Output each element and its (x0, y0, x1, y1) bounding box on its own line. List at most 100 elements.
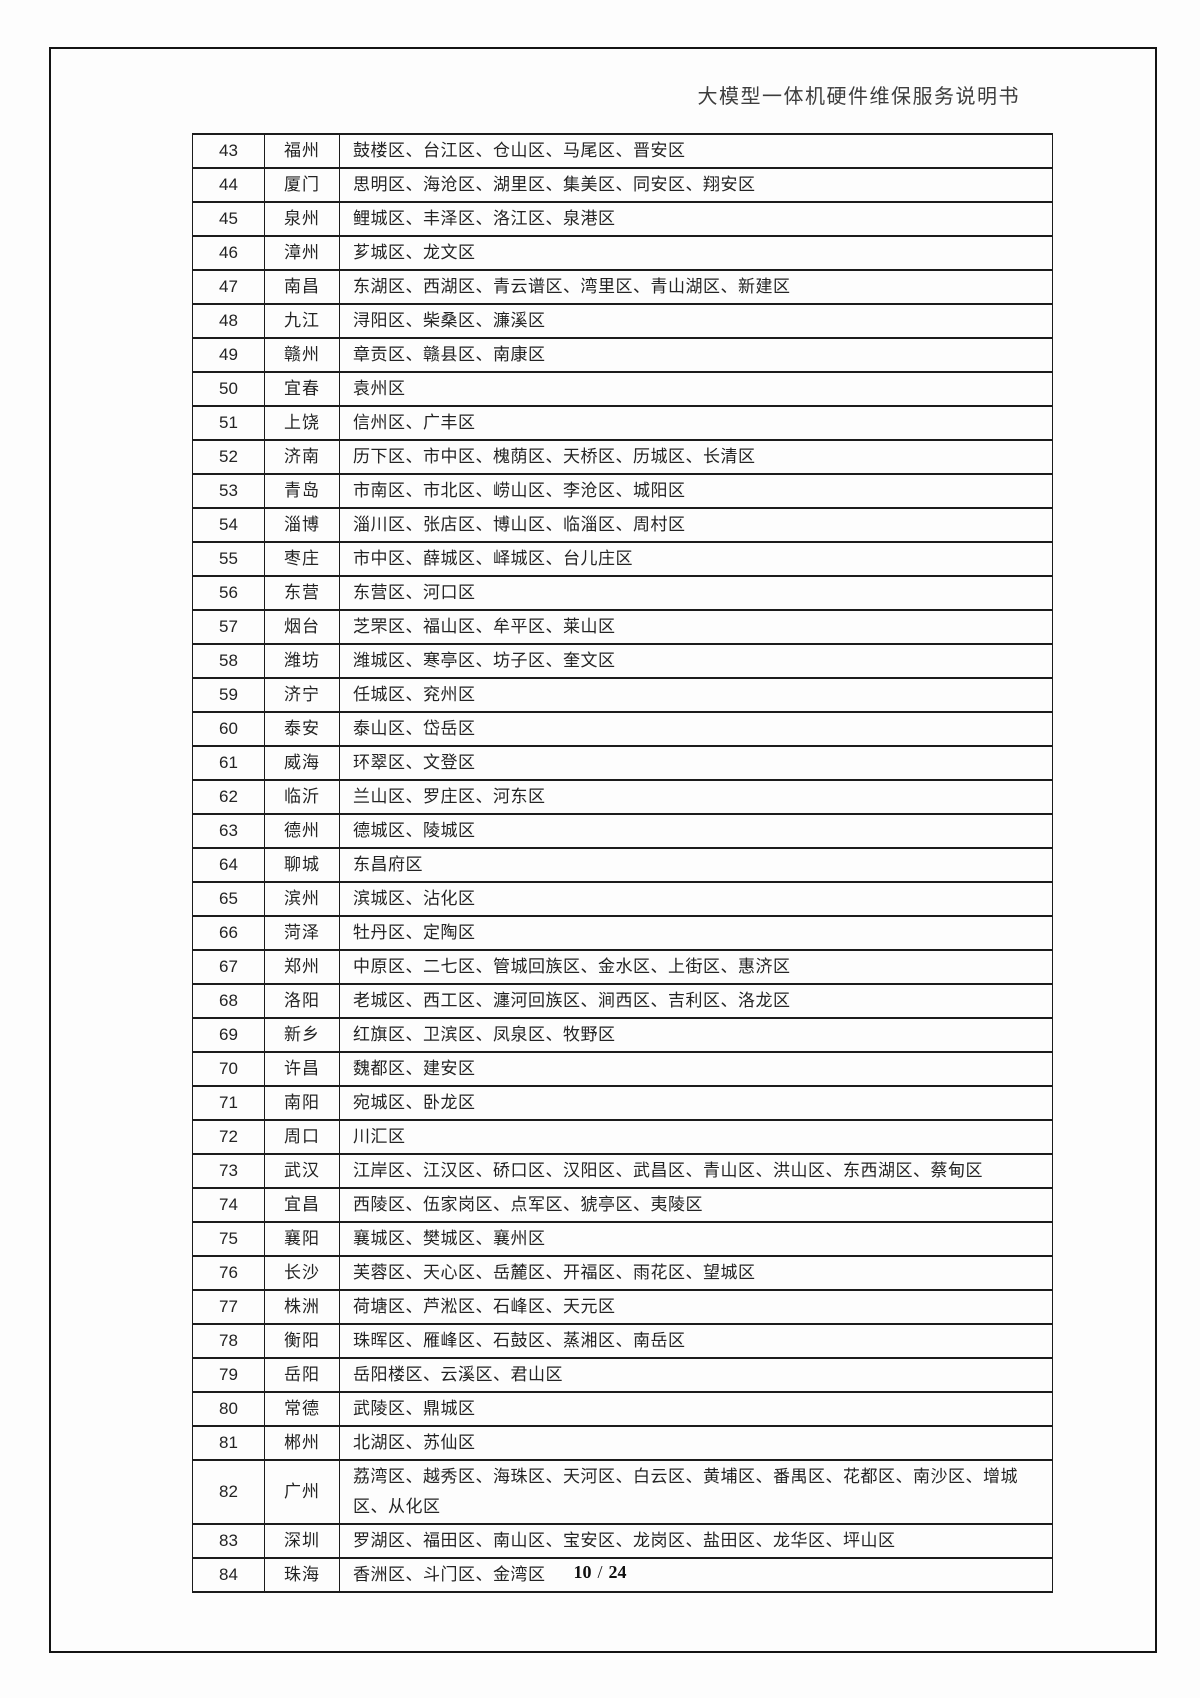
row-number-cell: 63 (192, 813, 265, 849)
city-name-cell: 滨州 (264, 881, 340, 917)
city-name-cell: 泰安 (264, 711, 340, 747)
row-number-cell: 59 (192, 677, 265, 713)
districts-cell: 历下区、市中区、槐荫区、天桥区、历城区、长清区 (339, 439, 1053, 475)
row-number-cell: 44 (192, 167, 265, 203)
districts-cell: 中原区、二七区、管城回族区、金水区、上街区、惠济区 (339, 949, 1053, 985)
row-number-cell: 81 (192, 1425, 265, 1461)
districts-cell: 红旗区、卫滨区、凤泉区、牧野区 (339, 1017, 1053, 1053)
city-name-cell: 淄博 (264, 507, 340, 543)
districts-cell: 鼓楼区、台江区、仓山区、马尾区、晋安区 (339, 133, 1053, 169)
row-number-cell: 71 (192, 1085, 265, 1121)
city-name-cell: 菏泽 (264, 915, 340, 951)
row-number-cell: 48 (192, 303, 265, 339)
page-border-frame (49, 47, 1157, 1653)
table-row: 61 威海 环翠区、文登区 (192, 745, 1053, 781)
districts-cell: 宛城区、卧龙区 (339, 1085, 1053, 1121)
districts-cell: 武陵区、鼎城区 (339, 1391, 1053, 1427)
row-number-cell: 50 (192, 371, 265, 407)
row-number-cell: 79 (192, 1357, 265, 1393)
city-name-cell: 襄阳 (264, 1221, 340, 1257)
city-name-cell: 衡阳 (264, 1323, 340, 1359)
districts-cell: 任城区、兖州区 (339, 677, 1053, 713)
row-number-cell: 66 (192, 915, 265, 951)
districts-cell: 信州区、广丰区 (339, 405, 1053, 441)
table-row: 66 菏泽 牡丹区、定陶区 (192, 915, 1053, 951)
city-name-cell: 济南 (264, 439, 340, 475)
row-number-cell: 51 (192, 405, 265, 441)
districts-cell: 东湖区、西湖区、青云谱区、湾里区、青山湖区、新建区 (339, 269, 1053, 305)
table-row: 53 青岛 市南区、市北区、崂山区、李沧区、城阳区 (192, 473, 1053, 509)
districts-cell: 东昌府区 (339, 847, 1053, 883)
city-name-cell: 威海 (264, 745, 340, 781)
districts-cell: 思明区、海沧区、湖里区、集美区、同安区、翔安区 (339, 167, 1053, 203)
row-number-cell: 45 (192, 201, 265, 237)
table-row: 62 临沂 兰山区、罗庄区、河东区 (192, 779, 1053, 815)
row-number-cell: 67 (192, 949, 265, 985)
city-name-cell: 青岛 (264, 473, 340, 509)
row-number-cell: 73 (192, 1153, 265, 1189)
districts-cell: 襄城区、樊城区、襄州区 (339, 1221, 1053, 1257)
city-name-cell: 洛阳 (264, 983, 340, 1019)
city-name-cell: 郴州 (264, 1425, 340, 1461)
page-number-separator: / (597, 1562, 603, 1582)
city-name-cell: 枣庄 (264, 541, 340, 577)
table-row: 45 泉州 鲤城区、丰泽区、洛江区、泉港区 (192, 201, 1053, 237)
row-number-cell: 78 (192, 1323, 265, 1359)
city-name-cell: 上饶 (264, 405, 340, 441)
city-name-cell: 珠海 (264, 1557, 340, 1593)
city-name-cell: 南阳 (264, 1085, 340, 1121)
table-row: 80 常德 武陵区、鼎城区 (192, 1391, 1053, 1427)
row-number-cell: 83 (192, 1523, 265, 1559)
row-number-cell: 68 (192, 983, 265, 1019)
city-name-cell: 深圳 (264, 1523, 340, 1559)
row-number-cell: 60 (192, 711, 265, 747)
row-number-cell: 54 (192, 507, 265, 543)
table-row: 71 南阳 宛城区、卧龙区 (192, 1085, 1053, 1121)
city-name-cell: 济宁 (264, 677, 340, 713)
table-row: 79 岳阳 岳阳楼区、云溪区、君山区 (192, 1357, 1053, 1393)
row-number-cell: 70 (192, 1051, 265, 1087)
table-row: 51 上饶 信州区、广丰区 (192, 405, 1053, 441)
row-number-cell: 58 (192, 643, 265, 679)
city-table-body: 43 福州 鼓楼区、台江区、仓山区、马尾区、晋安区 44 厦门 思明区、海沧区、湖里区、集… (192, 133, 1053, 1593)
row-number-cell: 65 (192, 881, 265, 917)
table-row: 74 宜昌 西陵区、伍家岗区、点军区、猇亭区、夷陵区 (192, 1187, 1053, 1223)
row-number-cell: 77 (192, 1289, 265, 1325)
table-row: 78 衡阳 珠晖区、雁峰区、石鼓区、蒸湘区、南岳区 (192, 1323, 1053, 1359)
row-number-cell: 57 (192, 609, 265, 645)
row-number-cell: 84 (192, 1557, 265, 1593)
table-row: 46 漳州 芗城区、龙文区 (192, 235, 1053, 271)
row-number-cell: 46 (192, 235, 265, 271)
row-number-cell: 80 (192, 1391, 265, 1427)
city-name-cell: 福州 (264, 133, 340, 169)
districts-cell: 西陵区、伍家岗区、点军区、猇亭区、夷陵区 (339, 1187, 1053, 1223)
city-name-cell: 赣州 (264, 337, 340, 373)
table-row: 65 滨州 滨城区、沾化区 (192, 881, 1053, 917)
districts-cell: 荷塘区、芦淞区、石峰区、天元区 (339, 1289, 1053, 1325)
table-row: 55 枣庄 市中区、薛城区、峄城区、台儿庄区 (192, 541, 1053, 577)
row-number-cell: 55 (192, 541, 265, 577)
document-header-title: 大模型一体机硬件维保服务说明书 (697, 86, 1020, 108)
city-districts-table: 43 福州 鼓楼区、台江区、仓山区、马尾区、晋安区 44 厦门 思明区、海沧区、湖里区、集… (192, 133, 1053, 1593)
districts-cell: 江岸区、江汉区、硚口区、汉阳区、武昌区、青山区、洪山区、东西湖区、蔡甸区 (339, 1153, 1053, 1189)
districts-cell: 兰山区、罗庄区、河东区 (339, 779, 1053, 815)
districts-cell: 罗湖区、福田区、南山区、宝安区、龙岗区、盐田区、龙华区、坪山区 (339, 1523, 1053, 1559)
table-row: 77 株洲 荷塘区、芦淞区、石峰区、天元区 (192, 1289, 1053, 1325)
city-name-cell: 九江 (264, 303, 340, 339)
table-row: 68 洛阳 老城区、西工区、瀍河回族区、涧西区、吉利区、洛龙区 (192, 983, 1053, 1019)
city-name-cell: 郑州 (264, 949, 340, 985)
city-name-cell: 潍坊 (264, 643, 340, 679)
table-row: 72 周口 川汇区 (192, 1119, 1053, 1155)
districts-cell: 芙蓉区、天心区、岳麓区、开福区、雨花区、望城区 (339, 1255, 1053, 1291)
city-name-cell: 株洲 (264, 1289, 340, 1325)
table-row: 73 武汉 江岸区、江汉区、硚口区、汉阳区、武昌区、青山区、洪山区、东西湖区、蔡甸区 (192, 1153, 1053, 1189)
table-row: 54 淄博 淄川区、张店区、博山区、临淄区、周村区 (192, 507, 1053, 543)
page-footer: 10/24 (0, 1562, 1200, 1583)
table-row: 48 九江 浔阳区、柴桑区、濂溪区 (192, 303, 1053, 339)
table-row: 58 潍坊 潍城区、寒亭区、坊子区、奎文区 (192, 643, 1053, 679)
districts-cell: 潍城区、寒亭区、坊子区、奎文区 (339, 643, 1053, 679)
city-name-cell: 南昌 (264, 269, 340, 305)
table-row: 60 泰安 泰山区、岱岳区 (192, 711, 1053, 747)
districts-cell: 德城区、陵城区 (339, 813, 1053, 849)
